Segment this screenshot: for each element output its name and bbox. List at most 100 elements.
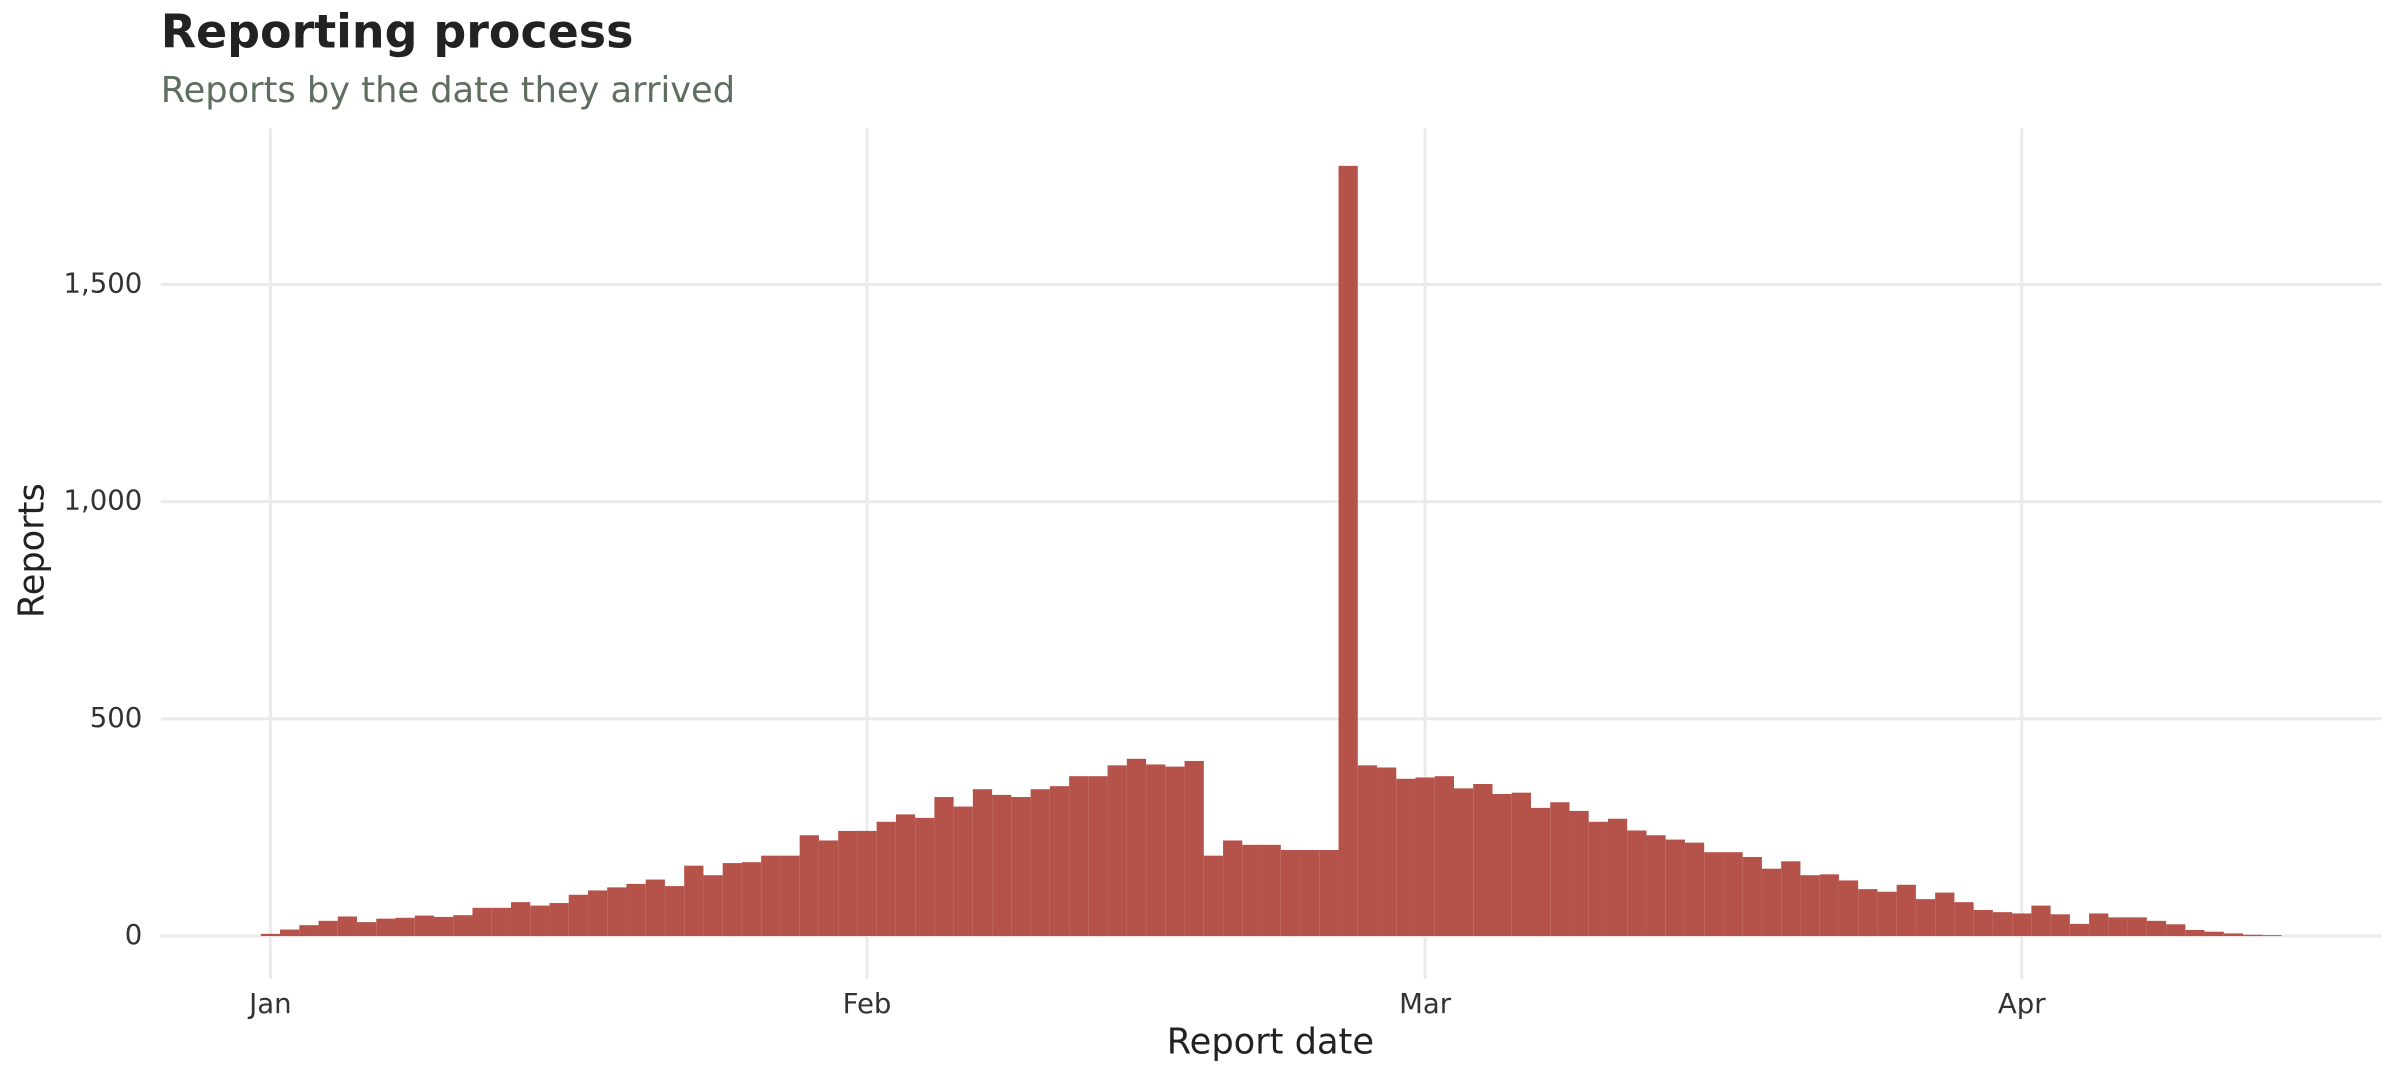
bar — [260, 933, 281, 937]
bar — [1569, 810, 1589, 937]
bar — [376, 918, 396, 937]
bar — [1704, 852, 1724, 937]
bar — [1646, 835, 1666, 937]
bar — [395, 917, 415, 937]
bar — [1069, 776, 1089, 937]
bar — [2089, 913, 2109, 937]
bar — [934, 797, 954, 937]
bar — [1954, 902, 1974, 937]
bar — [972, 789, 993, 937]
bar — [1396, 778, 1416, 937]
bar — [549, 903, 569, 937]
bar — [1550, 802, 1570, 937]
bar — [2050, 914, 2070, 937]
bar — [318, 920, 338, 937]
bar — [1338, 165, 1358, 937]
bar — [1627, 830, 1647, 937]
bar — [761, 855, 781, 937]
bar — [895, 814, 916, 937]
bar — [1454, 788, 1474, 937]
bar — [799, 835, 819, 937]
x-tick-label: Mar — [1399, 988, 1452, 1020]
bar — [1935, 892, 1955, 937]
y-tick-label: 1,000 — [63, 485, 142, 517]
bar — [1146, 764, 1166, 937]
bar — [453, 915, 473, 937]
bar — [741, 862, 762, 937]
bar — [1511, 792, 1531, 937]
bar — [1838, 880, 1859, 937]
bar — [684, 865, 704, 937]
bar — [1665, 839, 1685, 937]
bar — [530, 905, 550, 937]
bar — [1280, 850, 1301, 937]
bar — [2146, 920, 2167, 937]
bar — [472, 907, 492, 937]
bar — [645, 879, 665, 937]
bar — [1492, 793, 1512, 937]
x-tick-label: Feb — [843, 988, 892, 1020]
bar — [433, 916, 454, 937]
bars — [260, 165, 2282, 937]
bar — [1088, 776, 1108, 937]
grid: 0 500 1,000 1,500 Jan Feb Mar Apr — [63, 128, 2382, 1020]
bar — [1800, 875, 1820, 937]
bar — [2127, 917, 2147, 937]
bar — [1992, 912, 2013, 937]
bar — [1223, 840, 1243, 937]
bar — [1684, 842, 1705, 937]
bar — [838, 830, 858, 937]
bar — [2223, 933, 2244, 937]
y-tick-label: 500 — [90, 702, 143, 734]
bar — [664, 886, 685, 937]
bar — [2166, 924, 2186, 937]
bar — [1242, 844, 1262, 937]
bar — [510, 902, 531, 937]
y-tick-label: 0 — [125, 919, 143, 951]
chart-title: Reporting process — [161, 5, 634, 59]
bar — [1415, 777, 1435, 937]
bar — [1781, 861, 1801, 937]
bar — [626, 883, 646, 937]
bar — [414, 915, 434, 937]
bar — [992, 794, 1012, 937]
bar — [357, 922, 377, 937]
bar — [1261, 844, 1281, 937]
bar — [1126, 758, 1147, 937]
bar — [1030, 789, 1050, 937]
bar — [876, 821, 896, 937]
bar — [1107, 765, 1127, 937]
bar — [280, 929, 300, 937]
bar — [2204, 931, 2224, 937]
y-tick-label: 1,500 — [63, 267, 142, 299]
bar — [1973, 909, 1993, 937]
bar — [2262, 935, 2282, 937]
bar — [1184, 760, 1204, 937]
bar — [722, 863, 742, 937]
bar — [857, 830, 877, 937]
bar — [1761, 868, 1782, 937]
bar — [1011, 797, 1031, 937]
bar — [1530, 807, 1551, 937]
bar — [1357, 765, 1378, 937]
bar — [1723, 852, 1743, 937]
bar — [568, 894, 588, 937]
bar — [1434, 776, 1455, 937]
bar — [2031, 905, 2051, 937]
bar — [1588, 821, 1608, 937]
bar — [1877, 891, 1897, 937]
bar — [818, 840, 839, 937]
bar — [2243, 934, 2263, 937]
bar — [2185, 929, 2205, 937]
bar — [1896, 884, 1916, 937]
x-tick-label: Jan — [247, 988, 291, 1020]
x-tick-label: Apr — [1998, 988, 2046, 1020]
bar — [2108, 917, 2128, 937]
bar — [1607, 818, 1628, 937]
bar — [491, 907, 511, 937]
bar — [1858, 889, 1878, 937]
bar — [1203, 855, 1224, 937]
bar — [1473, 783, 1493, 937]
bar — [2012, 913, 2032, 937]
